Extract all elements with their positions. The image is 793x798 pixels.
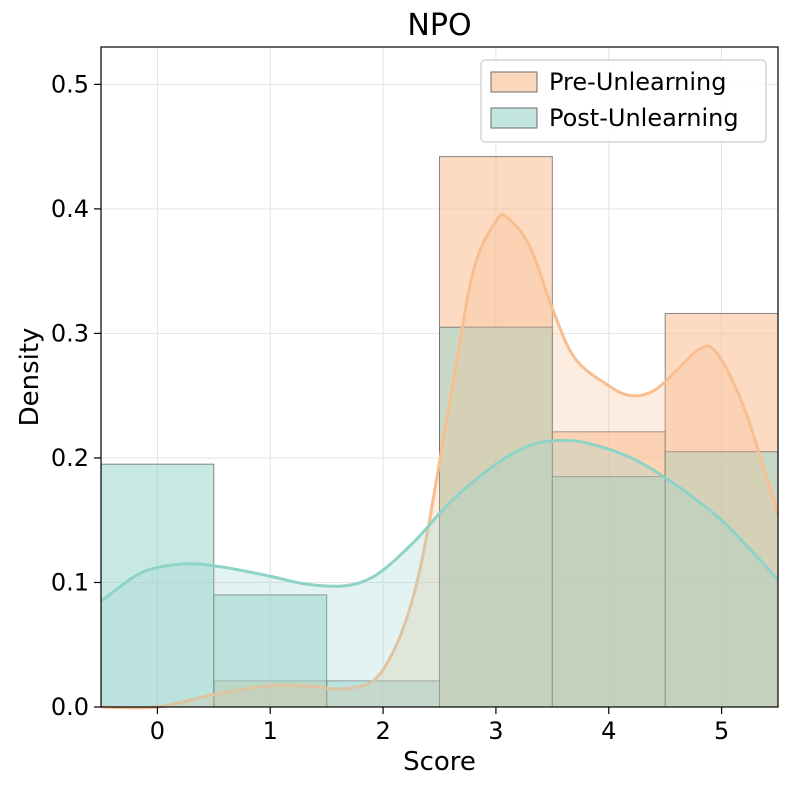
- x-tick-label: 0: [150, 717, 165, 745]
- post-unlearning-legend-swatch: [490, 107, 538, 129]
- post-unlearning-bar: [326, 680, 440, 708]
- chart-title: NPO: [407, 8, 471, 43]
- pre-unlearning-kde-area: [101, 214, 778, 708]
- x-axis-label: Score: [403, 747, 476, 777]
- y-tick-label: 0.1: [51, 568, 89, 596]
- post-unlearning-legend-label: Post-Unlearning: [549, 104, 739, 132]
- y-tick-label: 0.2: [51, 444, 89, 472]
- x-tick-label: 4: [601, 717, 616, 745]
- post-unlearning-bar: [664, 451, 779, 708]
- x-tick-label: 2: [375, 717, 390, 745]
- x-tick-label: 1: [263, 717, 278, 745]
- y-tick-label: 0.4: [51, 195, 89, 223]
- y-tick-label: 0.0: [51, 693, 89, 721]
- y-axis-label: Density: [15, 328, 45, 427]
- y-tick-label: 0.3: [51, 319, 89, 347]
- y-tick-label: 0.5: [51, 70, 89, 98]
- post-unlearning-kde-area: [101, 440, 778, 707]
- ticks-layer: 0 1 2 3 4 5 0.0 0.1 0.2 0.3 0.4 0.5: [51, 70, 729, 745]
- kde-layer: [100, 213, 780, 710]
- pre-unlearning-legend-label: Pre-Unlearning: [549, 68, 727, 96]
- x-tick-label: 5: [714, 717, 729, 745]
- x-tick-label: 3: [488, 717, 503, 745]
- legend-box: [480, 59, 767, 143]
- post-unlearning-bar: [551, 476, 666, 708]
- pre-unlearning-legend-swatch: [490, 71, 538, 93]
- bars-layer: [100, 156, 779, 708]
- post-unlearning-bar: [439, 326, 553, 708]
- legend: Pre-Unlearning Post-Unlearning: [480, 59, 767, 143]
- plot-frame: [100, 46, 779, 708]
- pre-unlearning-kde-line: [100, 213, 780, 710]
- post-unlearning-kde-line: [100, 438, 780, 603]
